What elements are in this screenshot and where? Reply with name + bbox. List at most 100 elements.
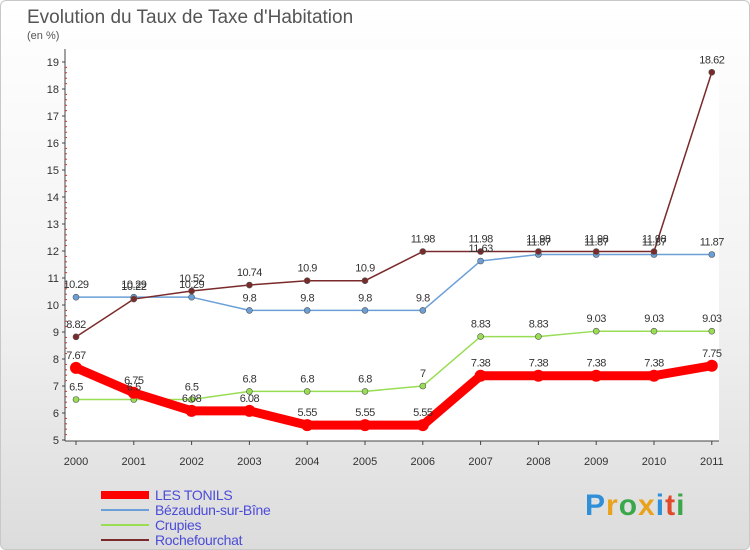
- y-tick-label: 8: [53, 354, 59, 366]
- data-label: 6.08: [182, 393, 202, 405]
- data-label: 6.8: [300, 373, 314, 385]
- y-tick-label: 15: [47, 165, 59, 177]
- data-point: [419, 248, 427, 255]
- legend-label: LES TONILS: [155, 486, 233, 503]
- legend-item: Rochefourchat: [101, 532, 271, 548]
- data-point: [592, 248, 600, 255]
- data-point: [361, 388, 369, 395]
- data-label: 10.52: [179, 273, 204, 285]
- data-point: [301, 419, 314, 432]
- data-label: 11.98: [526, 234, 551, 246]
- x-tick-label: 2009: [584, 456, 608, 468]
- data-point: [535, 248, 542, 255]
- data-label: 8.82: [66, 319, 86, 331]
- data-label: 9.03: [644, 313, 664, 325]
- legend-swatch: [101, 538, 149, 541]
- logo-letter: x: [638, 489, 656, 522]
- data-label: 10.74: [237, 267, 262, 279]
- data-label: 11.98: [642, 234, 667, 246]
- data-label: 9.03: [702, 313, 722, 325]
- data-point: [72, 396, 80, 403]
- y-tick-label: 10: [47, 300, 59, 312]
- y-tick-label: 11: [48, 273, 59, 285]
- data-label: 18.62: [699, 54, 724, 66]
- legend-item: Bézaudun-sur-Bîne: [101, 502, 271, 518]
- data-label: 6.5: [127, 382, 141, 394]
- data-label: 10.29: [63, 279, 88, 291]
- data-label: 10.29: [179, 279, 204, 291]
- data-point: [70, 361, 82, 374]
- data-point: [705, 359, 718, 372]
- chart-subtitle: (en %): [27, 30, 60, 42]
- y-tick-label: 6: [53, 408, 59, 420]
- data-label: 11.98: [584, 234, 609, 246]
- x-tick-label: 2010: [642, 456, 666, 468]
- data-point: [477, 248, 484, 255]
- data-point: [708, 251, 716, 258]
- data-point: [303, 388, 311, 395]
- data-point: [303, 307, 311, 314]
- data-point: [185, 404, 198, 417]
- logo-letter: P: [585, 489, 607, 522]
- data-label: 11.87: [642, 237, 667, 249]
- data-label: 5.55: [413, 407, 433, 419]
- plot-area: [65, 49, 719, 441]
- data-point: [130, 295, 138, 303]
- data-label: 7.38: [529, 358, 549, 370]
- logo-letter: o: [618, 489, 639, 522]
- data-point: [416, 419, 429, 432]
- data-label: 11.87: [700, 237, 725, 249]
- data-label: 5.55: [297, 407, 317, 419]
- x-tick-label: 2006: [411, 456, 435, 468]
- data-label: 9.8: [300, 292, 314, 304]
- data-point: [246, 281, 253, 289]
- logo-letter: i: [655, 489, 666, 522]
- chart-title: Evolution du Taux de Taxe d'Habitation: [27, 7, 354, 28]
- data-label: 9.8: [416, 292, 430, 304]
- legend-swatch: [101, 508, 149, 511]
- data-point: [474, 369, 487, 382]
- y-tick-label: 14: [47, 192, 59, 204]
- data-label: 9.03: [586, 313, 606, 325]
- chart-legend: LES TONILS Bézaudun-sur-Bîne Crupies Rochef…: [101, 486, 271, 548]
- logo-letter: i: [676, 489, 686, 522]
- data-point: [303, 277, 311, 285]
- data-point: [127, 386, 140, 399]
- data-label: 7.38: [471, 358, 491, 370]
- data-label: 6.8: [243, 373, 257, 385]
- data-point: [361, 307, 369, 314]
- data-point: [243, 404, 256, 417]
- data-point: [650, 248, 658, 255]
- legend-swatch: [101, 490, 149, 499]
- y-tick-label: 16: [47, 138, 59, 150]
- data-point: [72, 333, 80, 341]
- data-label: 8.83: [529, 319, 549, 331]
- data-point: [708, 68, 716, 76]
- data-label: 10.9: [355, 263, 375, 275]
- data-label: 7: [420, 368, 426, 380]
- y-tick-label: 5: [53, 435, 59, 447]
- x-tick-label: 2011: [700, 456, 724, 468]
- data-label: 6.8: [358, 373, 372, 385]
- data-label: 9.8: [358, 292, 372, 304]
- data-label: 11.63: [468, 243, 493, 255]
- data-label: 11.87: [526, 237, 551, 249]
- data-point: [359, 419, 371, 432]
- data-point: [246, 388, 253, 395]
- series-line-0: [71, 361, 717, 430]
- data-point: [648, 369, 660, 382]
- data-label: 5.55: [355, 407, 375, 419]
- y-tick-label: 13: [47, 219, 59, 231]
- y-tick-label: 17: [47, 111, 59, 123]
- y-tick-label: 18: [47, 84, 59, 96]
- data-label: 7.75: [702, 348, 722, 360]
- data-label: 7.38: [644, 358, 664, 370]
- data-label: 9.8: [243, 292, 257, 304]
- x-tick-label: 2008: [526, 456, 550, 468]
- data-point: [419, 307, 427, 314]
- data-point: [477, 257, 484, 265]
- series-line-3: [75, 71, 713, 338]
- data-label: 10.22: [121, 281, 146, 293]
- legend-swatch: [101, 523, 149, 526]
- legend-item: Crupies: [101, 517, 271, 533]
